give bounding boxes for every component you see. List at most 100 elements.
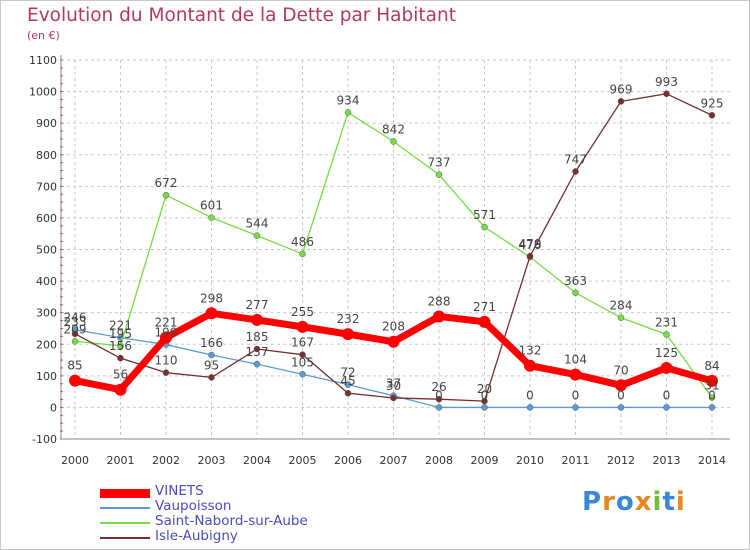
x-tick-label: 2011 <box>562 454 590 467</box>
data-point-saint-nabord-sur-aube <box>71 338 79 345</box>
y-tick-label: 1000 <box>29 86 57 99</box>
y-tick-label: 200 <box>36 338 57 351</box>
data-label-vaupoisson: 72 <box>340 366 355 380</box>
data-point-saint-nabord-sur-aube <box>344 109 352 116</box>
data-label-vinets: 125 <box>655 346 678 360</box>
data-point-isle-aubigny <box>299 351 306 358</box>
data-label-vaupoisson: 0 <box>663 388 671 402</box>
data-label-vinets: 85 <box>67 359 82 373</box>
y-tick-label: 500 <box>36 244 57 257</box>
data-point-vinets <box>251 313 263 326</box>
y-tick-label: 700 <box>36 180 57 193</box>
data-label-isle-aubigny: 20 <box>477 382 492 396</box>
data-label-vinets: 298 <box>200 291 223 305</box>
data-point-vinets <box>433 310 445 323</box>
data-point-isle-aubigny <box>208 374 215 381</box>
data-point-isle-aubigny <box>708 112 716 119</box>
data-label-vaupoisson: 166 <box>200 336 223 350</box>
data-label-vaupoisson: 0 <box>617 388 625 402</box>
data-label-isle-aubigny: 993 <box>655 75 678 89</box>
data-label-vaupoisson: 221 <box>109 319 132 333</box>
data-label-saint-nabord-sur-aube: 231 <box>655 315 678 329</box>
data-label-saint-nabord-sur-aube: 842 <box>382 122 405 136</box>
data-point-vaupoisson <box>344 381 352 388</box>
data-label-vinets: 277 <box>246 298 269 312</box>
data-point-isle-aubigny <box>526 252 534 260</box>
data-label-vinets: 70 <box>613 363 628 377</box>
data-point-saint-nabord-sur-aube <box>572 289 579 297</box>
data-point-vinets <box>296 320 309 333</box>
legend-label: Isle-Aubigny <box>155 528 238 544</box>
y-tick-label: 100 <box>36 370 57 383</box>
data-point-vaupoisson <box>526 404 534 411</box>
data-label-vinets: 288 <box>428 294 451 308</box>
data-point-saint-nabord-sur-aube <box>481 223 488 231</box>
data-point-vinets <box>660 361 673 374</box>
data-point-saint-nabord-sur-aube <box>162 191 170 199</box>
y-tick-label: 900 <box>36 117 57 130</box>
data-label-isle-aubigny: 969 <box>610 82 633 96</box>
data-point-vaupoisson <box>663 404 670 411</box>
data-label-saint-nabord-sur-aube: 209 <box>64 322 87 336</box>
data-point-saint-nabord-sur-aube <box>208 214 215 221</box>
data-label-isle-aubigny: 925 <box>701 96 724 110</box>
data-point-vinets <box>569 368 582 381</box>
data-point-vinets <box>114 383 127 396</box>
data-label-isle-aubigny: 95 <box>204 358 219 372</box>
series-lines <box>69 90 718 411</box>
data-point-vaupoisson <box>617 404 625 411</box>
proxiti-logo: Proxiti <box>582 487 686 517</box>
data-label-vinets: 132 <box>519 344 542 358</box>
data-label-saint-nabord-sur-aube: 363 <box>564 274 587 288</box>
data-label-isle-aubigny: 167 <box>291 336 314 350</box>
data-label-saint-nabord-sur-aube: 672 <box>155 176 178 190</box>
x-tick-label: 2009 <box>471 454 499 467</box>
data-point-vinets <box>342 328 354 341</box>
legend-label: Vaupoisson <box>155 498 232 514</box>
data-label-vaupoisson: 0 <box>481 388 489 402</box>
data-label-vaupoisson: 137 <box>246 345 269 359</box>
data-point-vinets <box>524 359 536 372</box>
data-label-saint-nabord-sur-aube: 486 <box>291 235 314 249</box>
y-tick-label: 300 <box>36 307 57 320</box>
y-tick-label: 0 <box>50 401 57 414</box>
x-tick-label: 2003 <box>198 454 226 467</box>
data-label-saint-nabord-sur-aube: 476 <box>519 238 542 252</box>
data-label-vinets: 208 <box>382 320 405 334</box>
y-tick-label: 400 <box>36 275 57 288</box>
data-label-saint-nabord-sur-aube: 544 <box>246 217 269 231</box>
x-tick-label: 2005 <box>289 454 317 467</box>
y-tick-labels: -100 0 100 200 300 400 500 600 700 800 900 1000 1100 <box>29 54 57 446</box>
data-label-saint-nabord-sur-aube: 195 <box>109 327 132 341</box>
data-label-vinets: 84 <box>704 359 719 373</box>
data-point-saint-nabord-sur-aube <box>708 394 716 401</box>
data-point-vinets <box>615 379 627 392</box>
data-point-isle-aubigny <box>117 354 124 362</box>
x-tick-label: 2000 <box>61 454 89 467</box>
data-point-vaupoisson <box>572 404 579 411</box>
data-point-vaupoisson <box>299 371 306 378</box>
data-label-isle-aubigny: 185 <box>246 330 269 344</box>
y-tick-label: -100 <box>32 433 57 446</box>
data-point-isle-aubigny <box>71 330 79 338</box>
x-tick-label: 2014 <box>698 454 726 467</box>
data-label-vinets: 271 <box>473 300 496 314</box>
legend-swatch <box>100 522 150 524</box>
data-point-vinets <box>387 335 400 348</box>
data-label-isle-aubigny: 45 <box>340 374 355 388</box>
data-label-vaupoisson: 199 <box>155 326 178 340</box>
x-tick-label: 2007 <box>380 454 408 467</box>
data-label-vinets: 232 <box>337 312 360 326</box>
data-label-vinets: 221 <box>155 316 178 330</box>
data-label-isle-aubigny: 747 <box>564 152 587 166</box>
x-tick-label: 2001 <box>107 454 135 467</box>
data-point-vinets <box>478 315 491 328</box>
data-point-isle-aubigny <box>162 369 170 376</box>
data-label-isle-aubigny: 26 <box>431 380 446 394</box>
data-point-vinets <box>205 307 218 320</box>
data-point-isle-aubigny <box>572 168 579 175</box>
data-label-isle-aubigny: 479 <box>519 237 542 251</box>
data-point-vinets <box>706 374 718 387</box>
